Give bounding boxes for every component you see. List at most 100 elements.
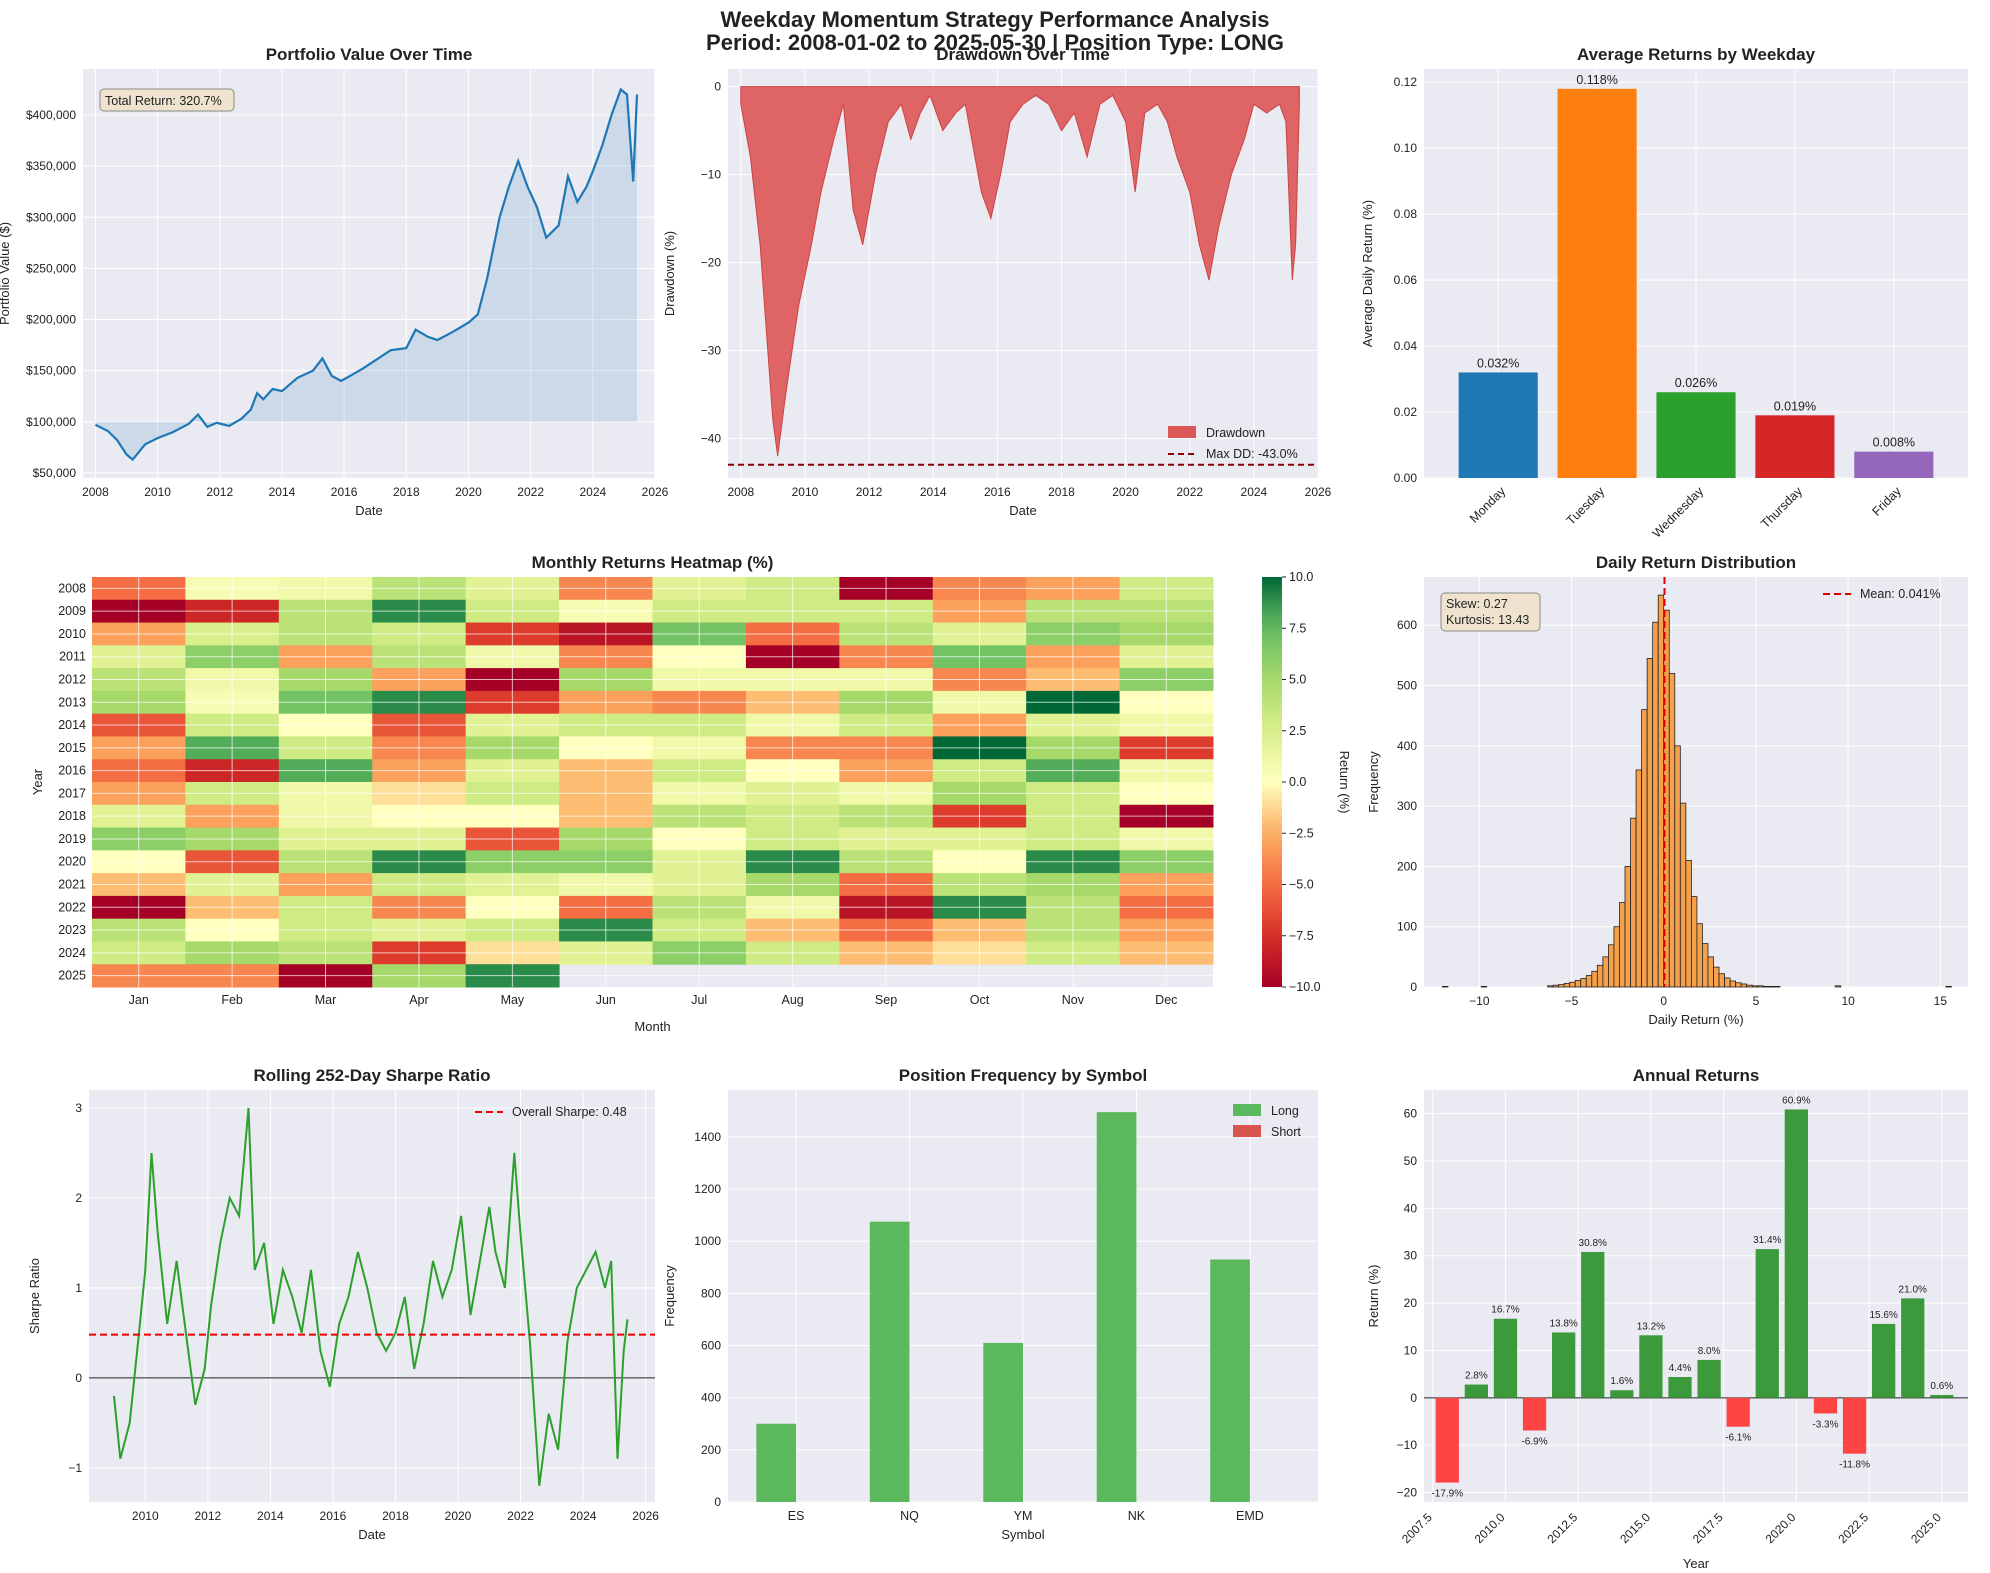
drawdown-xtick-label: 2010 (792, 485, 819, 499)
sharpe-plot-area (89, 1090, 655, 1502)
heatmap-year-label: 2008 (58, 581, 86, 595)
annual-panel: Annual Returns Year Return (%) 2007.5 2010.0… (1366, 1066, 1968, 1571)
distribution-ytick-label: 500 (1397, 679, 1417, 693)
colorbar-tick-label: 5.0 (1289, 673, 1306, 687)
rolling-sharpe-line (113, 1107, 629, 1486)
annual-bar-2025 (1930, 1394, 1954, 1398)
weekday-bar-label: 0.032% (1477, 356, 1519, 370)
histogram-bin (1563, 982, 1571, 988)
positions-xtick-label: NQ (900, 1509, 919, 1523)
heatmap-year-label: 2011 (59, 650, 86, 664)
annual-xtick-label: 2020.0 (1763, 1510, 1799, 1546)
sharpe-ytick-label: −1 (68, 1461, 82, 1475)
histogram-bin (1630, 817, 1637, 988)
weekday-bar-label: 0.008% (1873, 436, 1915, 450)
portfolio-plot-area (83, 69, 655, 478)
heatmap-month-label: Mar (315, 993, 337, 1007)
annual-bar-label: 2.8% (1465, 1371, 1488, 1382)
positions-xtick-label: YM (1014, 1509, 1033, 1523)
portfolio-ytick-label: $350,000 (26, 159, 76, 173)
weekday-xtick-label: Tuesday (1564, 484, 1608, 528)
histogram-bin (1596, 964, 1604, 988)
heatmap-colorbar (1262, 577, 1282, 987)
portfolio-title: Portfolio Value Over Time (266, 45, 473, 64)
annual-bar-label: 31.4% (1753, 1235, 1781, 1246)
portfolio-ylabel: Portfolio Value ($) (0, 222, 12, 325)
weekday-bar-friday (1854, 451, 1934, 478)
positions-ytick-label: 0 (714, 1495, 721, 1509)
distribution-title: Daily Return Distribution (1596, 553, 1796, 572)
annual-xtick-label: 2010.0 (1472, 1510, 1508, 1546)
annual-ytick-label: 40 (1404, 1201, 1418, 1215)
drawdown-xtick-label: 2018 (1048, 485, 1075, 499)
portfolio-xtick-label: 2016 (331, 485, 358, 499)
histogram-bin (1574, 979, 1582, 988)
weekday-bar-tuesday (1557, 88, 1637, 479)
annual-ylabel: Return (%) (1366, 1265, 1381, 1328)
annual-bar-label: -3.3% (1812, 1419, 1838, 1430)
heatmap-month-label: Dec (1155, 993, 1177, 1007)
total-return-annotation: Total Return: 320.7% (99, 88, 235, 112)
sharpe-panel: Rolling 252-Day Sharpe Ratio Date Sharpe R… (27, 1066, 659, 1542)
weekday-xtick-label: Friday (1869, 484, 1904, 519)
positions-ylabel: Frequency (662, 1265, 677, 1327)
colorbar-tick-label: −5.0 (1289, 878, 1314, 892)
histogram-bin (1751, 985, 1759, 988)
legend-label-mean: Mean: 0.041% (1860, 587, 1941, 601)
annotation-kurtosis: Kurtosis: 13.43 (1446, 613, 1529, 627)
histogram-bin (1702, 943, 1709, 988)
weekday-bar-label: 0.019% (1774, 399, 1816, 413)
annotation-text: Total Return: 320.7% (105, 94, 222, 108)
legend-label-max-dd: Max DD: -43.0% (1206, 447, 1298, 461)
histogram-bin (1547, 985, 1554, 988)
heatmap-month-label: Jul (691, 993, 707, 1007)
annual-bar-label: 4.4% (1669, 1363, 1692, 1374)
histogram-bin (1724, 977, 1731, 988)
annual-bar-2022 (1842, 1397, 1867, 1454)
annual-title: Annual Returns (1633, 1066, 1760, 1085)
histogram-bin (1602, 956, 1609, 988)
drawdown-xtick-label: 2016 (984, 485, 1011, 499)
annual-bar-label: -11.8% (1839, 1460, 1870, 1471)
annual-bar-label: 15.6% (1869, 1310, 1897, 1321)
annual-ytick-label: 60 (1404, 1107, 1418, 1121)
histogram-bin (1707, 956, 1714, 988)
positions-legend: Long Short (1233, 1104, 1301, 1139)
positions-ytick-label: 800 (701, 1286, 721, 1300)
annual-bar-label: -17.9% (1431, 1489, 1463, 1500)
drawdown-ytick-label: −20 (701, 256, 722, 270)
portfolio-ytick-label: $150,000 (26, 364, 76, 378)
figure-title-line-2: Period: 2008-01-02 to 2025-05-30 | Posit… (706, 30, 1284, 55)
legend-label-drawdown: Drawdown (1206, 426, 1265, 440)
long-bar-ym (983, 1342, 1023, 1502)
annual-xtick-label: 2015.0 (1617, 1510, 1653, 1546)
legend-swatch-short (1233, 1125, 1261, 1137)
colorbar-label: Return (%) (1337, 751, 1352, 814)
drawdown-xtick-label: 2024 (1241, 485, 1268, 499)
histogram-bin (1740, 983, 1748, 988)
long-bar-emd (1210, 1259, 1250, 1502)
histogram-bin (1585, 975, 1593, 988)
annual-ytick-label: 20 (1404, 1296, 1418, 1310)
histogram-bin (1945, 985, 1952, 988)
monthly-ylabel: Year (30, 768, 45, 795)
weekday-xtick-label: Thursday (1758, 484, 1805, 531)
annual-bar-label: 30.8% (1579, 1238, 1607, 1249)
weekday-ytick-label: 0.02 (1394, 405, 1418, 419)
drawdown-ytick-label: −30 (701, 343, 722, 357)
histogram-bin (1657, 594, 1665, 988)
colorbar-tick-label: −2.5 (1289, 826, 1314, 840)
heatmap-year-label: 2015 (58, 741, 86, 755)
portfolio-value-line (94, 87, 639, 462)
portfolio-xtick-label: 2010 (144, 485, 171, 499)
distribution-ytick-label: 300 (1397, 799, 1417, 813)
heatmap-month-label: May (501, 993, 525, 1007)
positions-title: Position Frequency by Symbol (899, 1066, 1147, 1085)
annual-bar-label: 60.9% (1782, 1095, 1810, 1106)
long-bar-es (756, 1423, 797, 1502)
skew-kurtosis-annotation: Skew: 0.27 Kurtosis: 13.43 (1440, 592, 1541, 632)
annual-bar-2015 (1639, 1335, 1663, 1398)
colorbar-tick-label: −10.0 (1289, 980, 1321, 994)
histogram-bin (1480, 985, 1488, 988)
annual-bar-label: 13.8% (1549, 1318, 1577, 1329)
